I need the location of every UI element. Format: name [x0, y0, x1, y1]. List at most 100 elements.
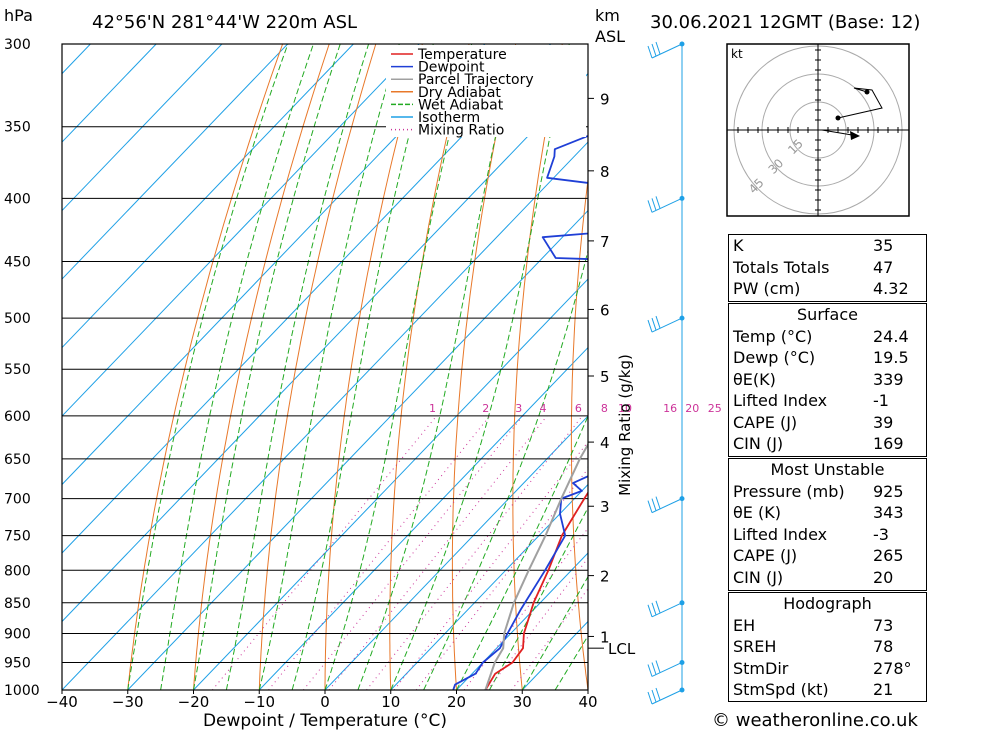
- most-unstable-row: Pressure (mb) 925: [733, 481, 904, 501]
- datetime-label: 30.06.2021 12GMT (Base: 12): [650, 12, 921, 33]
- lcl-label: LCL: [608, 640, 636, 658]
- dry-adiabat-line: [193, 44, 330, 690]
- isotherm-line: [127, 209, 588, 690]
- wind-barb-flag: [655, 687, 661, 701]
- dewpoint-line: [452, 134, 588, 690]
- surface-box: Surface Temp (°C) 24.4 Dewp (°C) 19.5 θE(K…: [728, 303, 927, 457]
- wet-adiabat-line: [127, 44, 289, 690]
- wind-barb-staff: [651, 689, 683, 705]
- wind-barb-flag: [647, 319, 653, 333]
- km-label: km: [595, 6, 620, 25]
- mixing-ratio-label: 16: [663, 402, 677, 415]
- wet-adiabat-line: [488, 506, 588, 690]
- wet-adiabat-line: [160, 44, 314, 690]
- wind-barb-flag: [651, 498, 657, 511]
- legend-background: [386, 45, 586, 137]
- credit-label: © weatheronline.co.uk: [712, 710, 918, 731]
- pressure-tick-label: 750: [4, 529, 31, 545]
- km-tick-label: 8: [600, 163, 610, 181]
- isotherm-line: [62, 141, 588, 690]
- surface-row: CIN (J) 169: [733, 434, 904, 453]
- wind-barb-staff: [651, 197, 683, 213]
- index-row: Totals Totals 47: [733, 257, 894, 277]
- wind-barb-flag: [647, 691, 653, 705]
- isotherm-line: [62, 44, 486, 486]
- x-tick-label: 10: [381, 693, 400, 711]
- pressure-tick-label: 700: [4, 492, 31, 508]
- km-tick-label: 2: [600, 568, 610, 586]
- most-unstable-box: Most Unstable Pressure (mb) 925 θE (K) 343…: [728, 458, 927, 591]
- wind-barb-flag: [655, 600, 661, 613]
- isotherm-line: [258, 346, 588, 690]
- pressure-tick-label: 550: [4, 362, 31, 378]
- isotherm-line: [390, 483, 588, 690]
- pressure-tick-label: 400: [4, 191, 31, 207]
- mixing-ratio-label: 4: [539, 402, 546, 415]
- wet-adiabat-line: [291, 44, 434, 690]
- wet-adiabat-line: [521, 575, 588, 690]
- x-tick-label: −30: [112, 693, 144, 711]
- surface-row: Lifted Index -1: [733, 391, 889, 410]
- hodograph-point: [835, 115, 841, 121]
- isotherm-line: [456, 552, 588, 690]
- wet-adiabat-line: [423, 249, 588, 690]
- dry-adiabat-line: [935, 44, 1000, 690]
- mixing-ratio-label: 3: [515, 402, 522, 415]
- isotherm-line: [62, 44, 354, 349]
- isotherm-line: [324, 415, 588, 690]
- plot-frame: [61, 43, 589, 691]
- pressure-tick-label: 500: [4, 311, 31, 327]
- most-unstable-row: θE (K) 343: [733, 503, 904, 522]
- x-axis-title: Dewpoint / Temperature (°C): [203, 711, 447, 731]
- km-tick-label: 3: [600, 498, 610, 516]
- km-tick-label: 9: [600, 90, 610, 108]
- hodograph-title: Hodograph: [783, 594, 872, 613]
- legend-label: Temperature: [417, 47, 507, 63]
- pressure-tick-label: 600: [4, 409, 31, 425]
- wind-barb-flag: [655, 660, 661, 673]
- km-tick-label: 5: [600, 368, 610, 386]
- wind-barb-flag: [651, 198, 657, 211]
- isotherm-line: [193, 278, 588, 690]
- mixing-ratio-line: [328, 415, 548, 690]
- wind-barb-flag: [647, 45, 653, 59]
- legend-label: Mixing Ratio: [418, 123, 504, 139]
- mixing-ratio-label: 10: [618, 402, 632, 415]
- x-tick-label: −40: [46, 693, 78, 711]
- km-tick-label: 1: [600, 628, 610, 646]
- mixing-ratio-label: 2: [482, 402, 489, 415]
- mixing-ratio-line: [366, 415, 583, 690]
- km-tick-label: 4: [600, 434, 610, 452]
- mixing-ratio-line: [211, 415, 437, 690]
- pressure-tick-label: 850: [4, 596, 31, 612]
- asl-label: ASL: [595, 27, 626, 46]
- x-tick-label: 20: [447, 693, 466, 711]
- wind-barb-flag: [651, 317, 657, 331]
- surface-row: CAPE (J) 39: [733, 412, 894, 432]
- pressure-tick-label: 650: [4, 452, 31, 468]
- most-unstable-row: CIN (J) 20: [733, 567, 894, 587]
- most-unstable-title: Most Unstable: [770, 460, 885, 479]
- isotherm-line: [62, 44, 552, 554]
- hodograph-row: StmSpd (kt) 21: [733, 680, 894, 699]
- pressure-tick-label: 900: [4, 626, 31, 642]
- x-tick-label: 40: [578, 693, 597, 711]
- wind-barb-flag: [651, 662, 657, 675]
- hodograph-row: SREH 78: [733, 637, 894, 656]
- wind-barb-flag: [647, 500, 653, 513]
- km-tick-label: 6: [600, 301, 610, 319]
- hodograph-point: [864, 89, 870, 95]
- mixing-ratio-line: [303, 415, 524, 690]
- mixing-ratio-label: 20: [685, 402, 699, 415]
- mixing-ratio-label: 6: [575, 402, 582, 415]
- most-unstable-row: Lifted Index -3: [733, 524, 889, 544]
- hodograph-unit-label: kt: [731, 47, 743, 61]
- km-tick-label: 7: [600, 233, 610, 251]
- wind-barb-flag: [655, 196, 661, 209]
- pressure-tick-label: 450: [4, 255, 31, 271]
- pressure-tick-label: 1000: [4, 683, 40, 699]
- isotherm-line: [62, 44, 420, 417]
- hodograph-trace: [837, 87, 883, 119]
- wind-barb-flag: [647, 664, 653, 677]
